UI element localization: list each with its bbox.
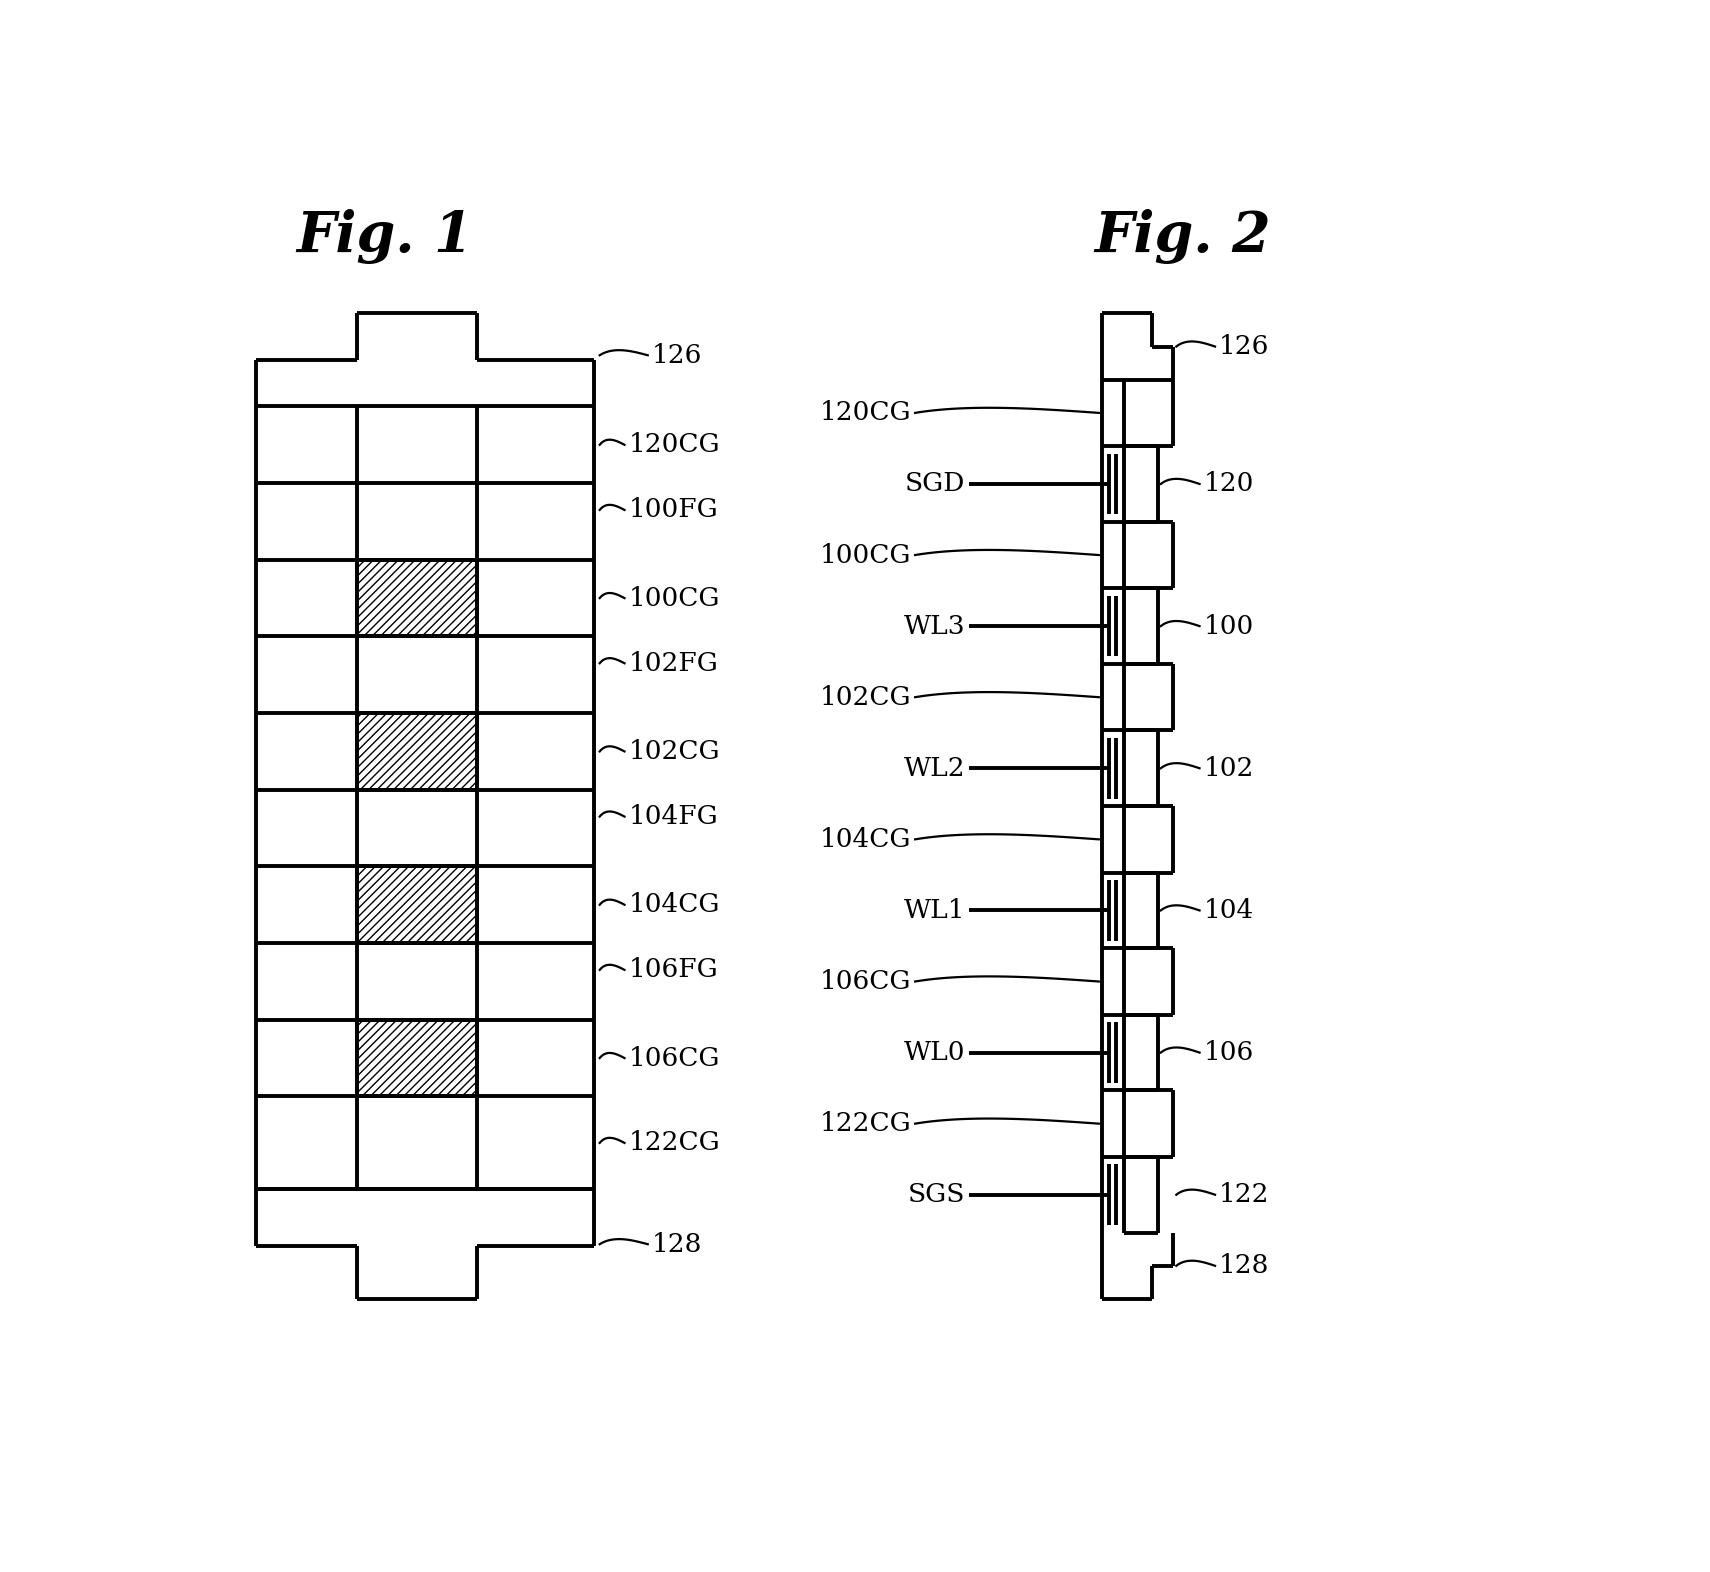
Text: 120CG: 120CG	[819, 401, 911, 426]
Text: WL2: WL2	[905, 756, 966, 781]
Text: 106: 106	[1204, 1041, 1253, 1066]
Text: 122CG: 122CG	[819, 1111, 911, 1137]
Text: 102CG: 102CG	[628, 739, 720, 764]
Text: 128: 128	[652, 1232, 703, 1256]
Text: 104: 104	[1204, 898, 1253, 923]
Text: 104CG: 104CG	[819, 827, 911, 852]
Text: SGS: SGS	[908, 1182, 966, 1207]
Bar	[357, 560, 477, 637]
Text: 122CG: 122CG	[628, 1130, 720, 1155]
Text: 100CG: 100CG	[628, 586, 720, 610]
Text: 128: 128	[1219, 1253, 1269, 1278]
Text: SGD: SGD	[905, 472, 966, 497]
Text: 100FG: 100FG	[628, 497, 718, 522]
Text: WL3: WL3	[905, 613, 966, 638]
Text: 120: 120	[1204, 472, 1253, 497]
Text: 126: 126	[652, 343, 703, 368]
Text: 126: 126	[1219, 333, 1269, 358]
Text: 104FG: 104FG	[628, 805, 718, 828]
Text: WL1: WL1	[905, 898, 966, 923]
Bar	[357, 714, 477, 789]
Text: 100CG: 100CG	[819, 542, 911, 567]
Text: 106CG: 106CG	[819, 968, 911, 994]
Text: WL0: WL0	[905, 1041, 966, 1066]
Text: Fig. 2: Fig. 2	[1094, 209, 1271, 264]
Text: 106FG: 106FG	[628, 957, 718, 982]
Text: 106CG: 106CG	[628, 1045, 720, 1071]
Text: 100: 100	[1204, 613, 1253, 638]
Bar	[357, 1020, 477, 1096]
Text: 102CG: 102CG	[819, 685, 911, 709]
Text: 102FG: 102FG	[628, 651, 718, 676]
Text: Fig. 1: Fig. 1	[296, 209, 472, 264]
Text: 120CG: 120CG	[628, 432, 720, 457]
Bar	[357, 866, 477, 943]
Text: 102: 102	[1204, 756, 1253, 781]
Text: 122: 122	[1219, 1182, 1269, 1207]
Text: 104CG: 104CG	[628, 893, 720, 916]
